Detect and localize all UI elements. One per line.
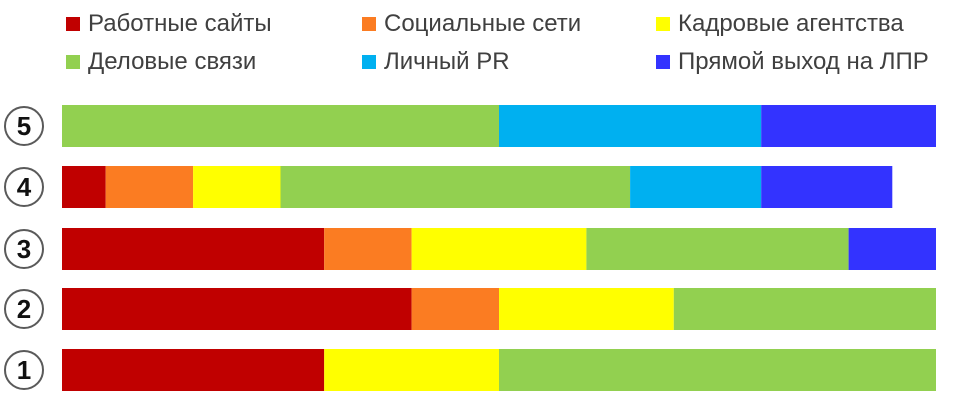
chart-legend: Работные сайты Социальные сети Кадровые … xyxy=(0,0,962,90)
legend-label-direct-decision-maker: Прямой выход на ЛПР xyxy=(678,48,929,75)
bar-segment-row-4-series-3 xyxy=(280,166,631,208)
bar-segment-row-2-series-0 xyxy=(62,288,412,330)
legend-label-personal-pr: Личный PR xyxy=(384,48,510,75)
legend-swatch-job-sites xyxy=(66,17,80,31)
bar-segment-row-4-series-0 xyxy=(62,166,106,208)
legend-swatch-social-networks xyxy=(362,17,376,31)
legend-swatch-business-connections xyxy=(66,55,80,69)
row-label-circle-1 xyxy=(4,350,44,390)
row-label-3: 3 xyxy=(17,234,31,264)
bar-segment-row-2-series-2 xyxy=(499,288,674,330)
legend-item-recruitment-agencies: Кадровые агентства xyxy=(656,9,904,39)
bar-segment-row-5-series-3 xyxy=(62,105,499,147)
legend-item-direct-decision-maker: Прямой выход на ЛПР xyxy=(656,47,929,77)
legend-item-job-sites: Работные сайты xyxy=(66,9,272,39)
legend-label-recruitment-agencies: Кадровые агентства xyxy=(678,10,904,37)
row-label-circle-5 xyxy=(4,106,44,146)
row-label-5: 5 xyxy=(17,111,31,141)
bar-segment-row-3-series-0 xyxy=(62,228,325,270)
legend-label-job-sites: Работные сайты xyxy=(88,10,272,37)
bar-segment-row-4-series-4 xyxy=(630,166,762,208)
legend-item-business-connections: Деловые связи xyxy=(66,47,256,77)
bar-segment-row-4-series-5 xyxy=(761,166,893,208)
bar-segment-row-2-series-1 xyxy=(411,288,499,330)
row-label-circle-2 xyxy=(4,289,44,329)
bar-segment-row-3-series-1 xyxy=(324,228,412,270)
legend-swatch-recruitment-agencies xyxy=(656,17,670,31)
legend-label-social-networks: Социальные сети xyxy=(384,10,582,37)
bar-segment-row-5-series-4 xyxy=(499,105,762,147)
bar-segment-row-1-series-2 xyxy=(324,349,499,391)
bar-segment-row-1-series-3 xyxy=(499,349,936,391)
row-label-circle-4 xyxy=(4,167,44,207)
legend-item-social-networks: Социальные сети xyxy=(362,9,581,39)
bar-segment-row-3-series-5 xyxy=(848,228,936,270)
bar-segment-row-1-series-0 xyxy=(62,349,325,391)
row-label-2: 2 xyxy=(17,294,31,324)
bar-segment-row-4-series-2 xyxy=(193,166,281,208)
bar-segment-row-4-series-1 xyxy=(105,166,194,208)
row-label-4: 4 xyxy=(17,172,32,202)
legend-label-business-connections: Деловые связи xyxy=(88,48,257,75)
legend-swatch-personal-pr xyxy=(362,55,376,69)
legend-item-personal-pr: Личный PR xyxy=(362,47,510,77)
bar-segment-row-5-series-5 xyxy=(761,105,936,147)
row-label-circle-3 xyxy=(4,229,44,269)
row-label-1: 1 xyxy=(17,355,31,385)
bar-segment-row-3-series-2 xyxy=(411,228,587,270)
bar-segment-row-2-series-3 xyxy=(673,288,936,330)
bar-segment-row-3-series-3 xyxy=(586,228,849,270)
legend-swatch-direct-decision-maker xyxy=(656,55,670,69)
